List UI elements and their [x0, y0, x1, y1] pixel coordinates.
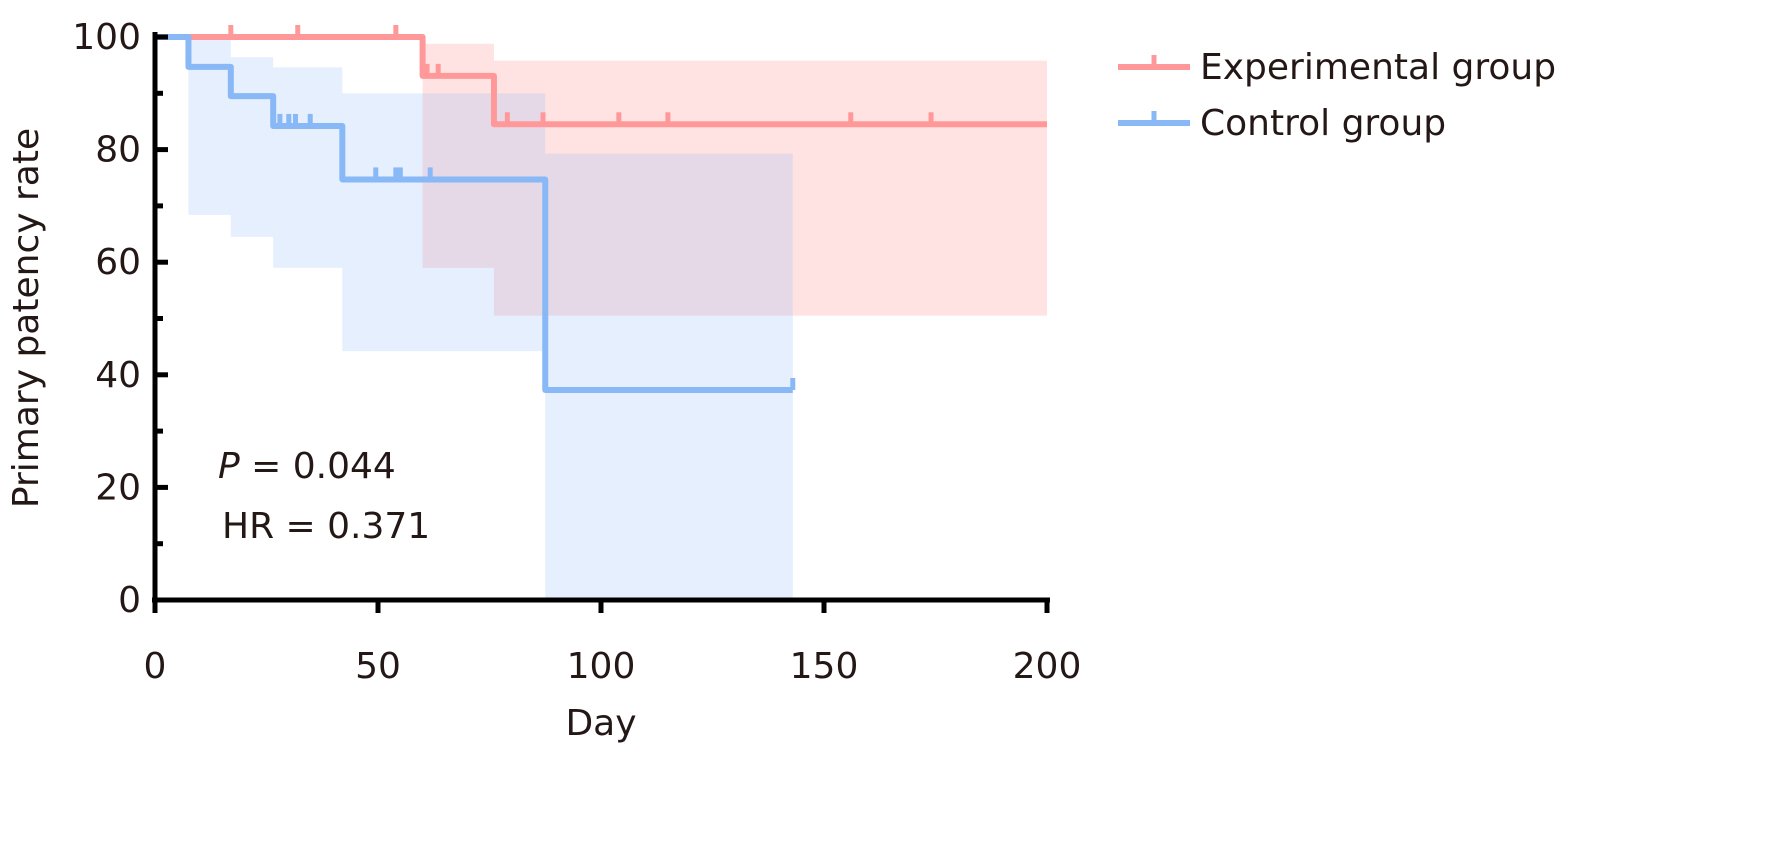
ci-band — [230, 57, 274, 237]
p-label: P — [218, 446, 240, 487]
x-tick-label: 200 — [1013, 646, 1082, 687]
y-tick-label: 40 — [95, 355, 141, 396]
y-tick-label: 20 — [95, 467, 141, 508]
confidence-bands — [188, 37, 1048, 600]
hr-annotation: HR = 0.371 — [222, 506, 430, 547]
y-axis-label: Primary patency rate — [6, 128, 47, 508]
legend-label: Experimental group — [1200, 47, 1556, 88]
survival-line — [155, 34, 1047, 128]
legend: Experimental group Control group — [1118, 47, 1556, 144]
x-tick-label: 0 — [144, 646, 167, 687]
y-tick-label: 0 — [118, 580, 141, 621]
x-tick-label: 100 — [567, 646, 636, 687]
y-tick-label: 100 — [72, 17, 141, 58]
y-tick-label: 80 — [95, 130, 141, 171]
x-tick-label: 150 — [790, 646, 859, 687]
legend-label: Control group — [1200, 103, 1446, 144]
x-tick-label: 50 — [355, 646, 401, 687]
p-value-annotation: P = 0.044 — [218, 446, 396, 487]
axes: 0 20 40 60 80 100 0 50 100 150 200 — [72, 17, 1081, 687]
ci-band — [545, 153, 793, 600]
ci-band — [422, 43, 494, 268]
p-value: = 0.044 — [240, 446, 396, 487]
x-axis-label: Day — [565, 703, 636, 744]
ci-band — [188, 37, 231, 215]
ci-band — [273, 67, 343, 268]
ci-band — [342, 93, 546, 352]
survival-line — [155, 34, 793, 394]
survival-curves — [155, 25, 1047, 394]
ci-band — [493, 60, 1048, 316]
y-tick-label: 60 — [95, 242, 141, 283]
